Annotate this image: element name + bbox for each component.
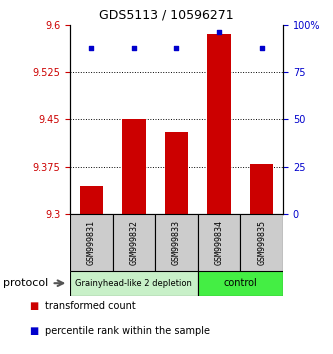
Bar (113, 214, 155, 271)
Text: GSM999831: GSM999831 (87, 220, 96, 265)
Bar (155, 214, 198, 271)
Text: ■: ■ (29, 326, 38, 336)
Point (216, 29, 222, 35)
Text: transformed count: transformed count (45, 301, 136, 311)
Point (259, 45, 264, 50)
Bar (70, 214, 113, 271)
Point (131, 45, 137, 50)
Text: GSM999833: GSM999833 (172, 220, 181, 265)
Bar (207, 34, 231, 214)
Point (89, 45, 94, 50)
Text: protocol: protocol (3, 278, 49, 288)
Text: GSM999834: GSM999834 (214, 220, 224, 265)
Text: ■: ■ (29, 301, 38, 311)
Text: GDS5113 / 10596271: GDS5113 / 10596271 (99, 9, 234, 22)
Point (174, 45, 179, 50)
Bar (80, 186, 103, 214)
Text: GSM999832: GSM999832 (129, 220, 139, 265)
Bar (198, 271, 283, 296)
Bar (240, 214, 283, 271)
Text: Grainyhead-like 2 depletion: Grainyhead-like 2 depletion (76, 279, 192, 288)
Bar (198, 214, 240, 271)
Text: GSM999835: GSM999835 (257, 220, 266, 265)
Text: percentile rank within the sample: percentile rank within the sample (45, 326, 210, 336)
Bar (165, 132, 188, 214)
Bar (70, 271, 198, 296)
Text: control: control (223, 278, 257, 288)
Bar (122, 120, 146, 214)
Bar (250, 164, 273, 214)
